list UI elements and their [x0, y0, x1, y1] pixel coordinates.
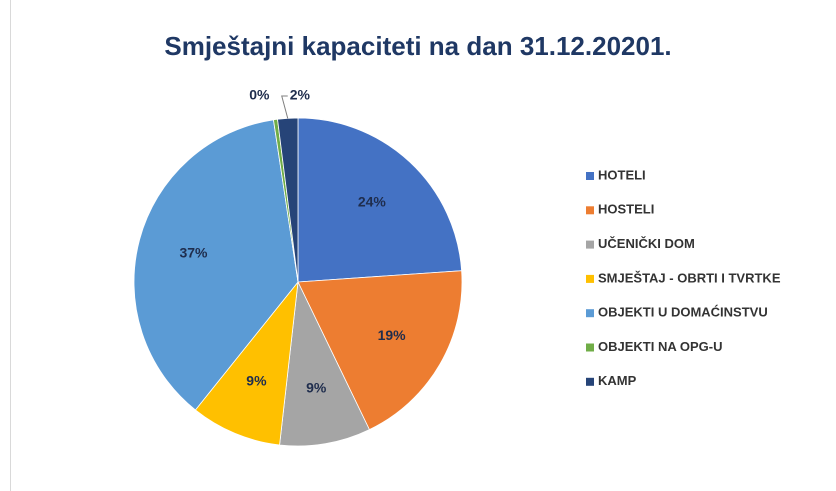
- data-label: 19%: [378, 327, 407, 343]
- data-label: 37%: [179, 245, 208, 261]
- legend-swatch: [586, 240, 594, 249]
- pie-slice: [277, 117, 299, 283]
- legend-label: HOSTELI: [598, 202, 654, 217]
- legend-swatch: [586, 206, 594, 215]
- leader-line: [281, 95, 289, 119]
- legend-swatch: [586, 172, 594, 180]
- pie-slice: [297, 117, 463, 283]
- chart-title: Smještajni kapaciteti na dan 31.12.20201…: [164, 31, 671, 61]
- data-label: 24%: [358, 194, 387, 210]
- pie-slice: [279, 280, 370, 447]
- legend-label: OBJEKTI U DOMAĆINSTVU: [598, 305, 768, 320]
- legend-label: KAMP: [598, 373, 637, 388]
- legend-swatch: [586, 343, 594, 352]
- legend-swatch: [586, 309, 594, 318]
- data-label: 0%: [249, 87, 270, 103]
- legend-label: HOTELI: [598, 167, 646, 182]
- legend-swatch: [586, 274, 594, 283]
- legend-label: UČENIČKI DOM: [598, 236, 695, 251]
- data-label: 9%: [306, 379, 327, 395]
- data-label: 2%: [290, 87, 311, 103]
- pie-slice: [133, 119, 299, 411]
- legend-label: SMJEŠTAJ - OBRTI I TVRTKE: [598, 270, 781, 285]
- legend-label: OBJEKTI NA OPG-U: [598, 339, 722, 354]
- pie-slice: [297, 270, 463, 431]
- data-label: 9%: [246, 373, 267, 389]
- legend-swatch: [586, 377, 594, 386]
- pie-slice: [194, 280, 299, 446]
